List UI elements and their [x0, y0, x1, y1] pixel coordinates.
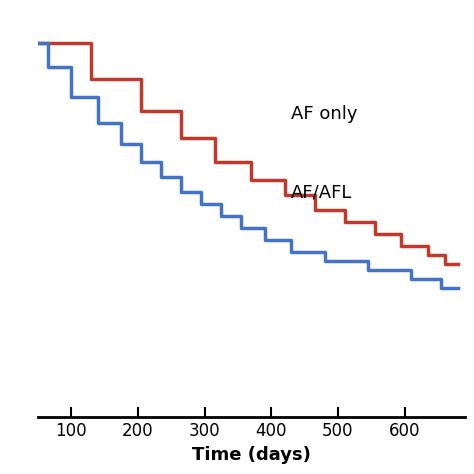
Text: AF only: AF only — [291, 105, 358, 123]
X-axis label: Time (days): Time (days) — [192, 446, 310, 464]
Text: AF/AFL: AF/AFL — [291, 183, 353, 201]
